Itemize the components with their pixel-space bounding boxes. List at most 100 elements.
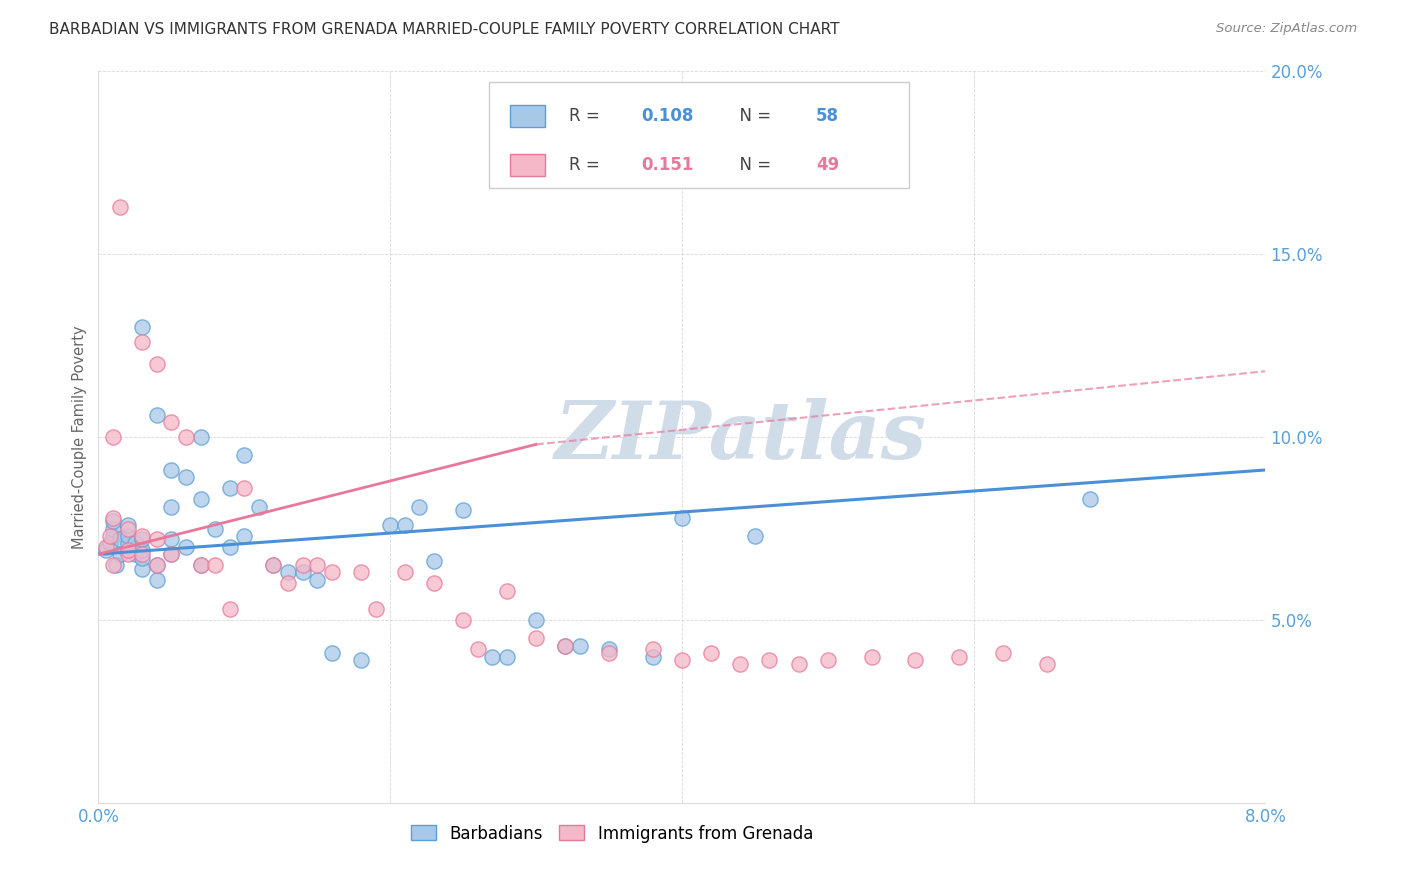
Point: [730, 657, 752, 671]
Point: [131, 529, 153, 543]
Text: N =: N =: [728, 107, 776, 125]
Point: [98, 529, 121, 543]
Point: [321, 566, 343, 580]
Point: [380, 517, 402, 532]
Point: [321, 646, 343, 660]
Text: 58: 58: [815, 107, 839, 125]
Point: [110, 200, 132, 214]
Point: [174, 540, 197, 554]
Point: [307, 558, 329, 573]
Point: [524, 613, 547, 627]
Point: [131, 550, 153, 565]
Point: [671, 510, 693, 524]
Point: [146, 408, 169, 422]
Point: [496, 649, 519, 664]
Point: [94, 543, 117, 558]
Point: [190, 492, 212, 507]
Point: [131, 543, 153, 558]
Point: [110, 547, 132, 561]
Point: [174, 430, 197, 444]
Point: [554, 639, 576, 653]
Point: [641, 649, 664, 664]
Point: [146, 573, 169, 587]
Point: [247, 500, 270, 514]
Point: [131, 320, 153, 334]
Point: [218, 602, 240, 616]
Point: [364, 602, 387, 616]
Point: [817, 653, 839, 667]
FancyBboxPatch shape: [510, 154, 546, 176]
Point: [101, 514, 124, 528]
Point: [117, 543, 139, 558]
Point: [160, 463, 183, 477]
Point: [758, 653, 780, 667]
Point: [277, 566, 299, 580]
Point: [496, 583, 519, 598]
FancyBboxPatch shape: [510, 105, 546, 128]
Point: [160, 547, 183, 561]
Point: [218, 540, 240, 554]
Point: [233, 529, 256, 543]
Point: [277, 576, 299, 591]
Point: [94, 540, 117, 554]
Text: 0.108: 0.108: [641, 107, 693, 125]
Text: N =: N =: [728, 156, 776, 174]
Point: [744, 529, 766, 543]
Point: [991, 646, 1014, 660]
Point: [451, 503, 474, 517]
Point: [160, 533, 183, 547]
Point: [124, 536, 146, 550]
Point: [101, 558, 124, 573]
Point: [467, 642, 489, 657]
Point: [481, 649, 503, 664]
Point: [204, 521, 226, 535]
Text: BARBADIAN VS IMMIGRANTS FROM GRENADA MARRIED-COUPLE FAMILY POVERTY CORRELATION C: BARBADIAN VS IMMIGRANTS FROM GRENADA MAR…: [49, 22, 839, 37]
Point: [98, 536, 121, 550]
Point: [117, 521, 139, 535]
Point: [860, 649, 883, 664]
Point: [307, 573, 329, 587]
Point: [190, 558, 212, 573]
Point: [160, 500, 183, 514]
Point: [101, 521, 124, 535]
Point: [904, 653, 927, 667]
Point: [160, 547, 183, 561]
Point: [233, 448, 256, 462]
Point: [146, 558, 169, 573]
Text: R =: R =: [568, 107, 605, 125]
Point: [101, 510, 124, 524]
Point: [218, 481, 240, 495]
Point: [1080, 492, 1102, 507]
Point: [117, 547, 139, 561]
Point: [146, 357, 169, 371]
Point: [131, 533, 153, 547]
Point: [423, 554, 446, 568]
Point: [160, 416, 183, 430]
FancyBboxPatch shape: [489, 82, 910, 188]
Point: [110, 533, 132, 547]
Text: R =: R =: [568, 156, 605, 174]
Point: [787, 657, 810, 671]
Text: 0.151: 0.151: [641, 156, 693, 174]
Point: [394, 517, 416, 532]
Point: [101, 529, 124, 543]
Point: [131, 334, 153, 349]
Point: [190, 558, 212, 573]
Point: [146, 558, 169, 573]
Point: [117, 543, 139, 558]
Point: [291, 558, 314, 573]
Point: [394, 566, 416, 580]
Point: [101, 430, 124, 444]
Point: [131, 562, 153, 576]
Legend: Barbadians, Immigrants from Grenada: Barbadians, Immigrants from Grenada: [404, 818, 820, 849]
Point: [423, 576, 446, 591]
Point: [408, 500, 430, 514]
Point: [568, 639, 591, 653]
Point: [1035, 657, 1057, 671]
Point: [131, 547, 153, 561]
Point: [451, 613, 474, 627]
Y-axis label: Married-Couple Family Poverty: Married-Couple Family Poverty: [72, 326, 87, 549]
Point: [146, 533, 169, 547]
Point: [671, 653, 693, 667]
Point: [700, 646, 723, 660]
